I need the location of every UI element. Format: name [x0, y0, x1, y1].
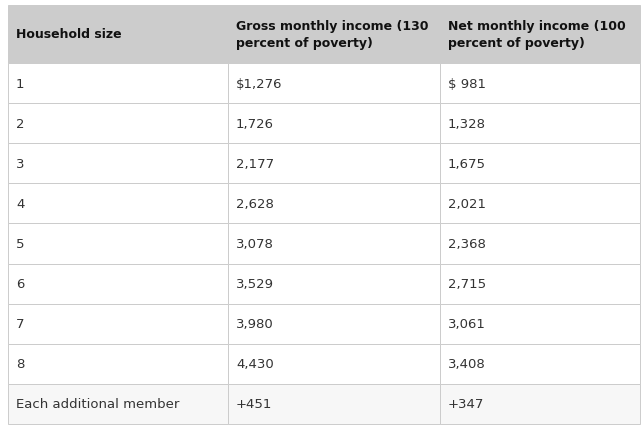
Text: 5: 5 — [16, 237, 24, 250]
Bar — [228, 304, 440, 344]
Text: 3: 3 — [16, 157, 24, 170]
Text: +451: +451 — [236, 397, 272, 411]
Text: $ 981: $ 981 — [448, 77, 486, 90]
Text: 1,675: 1,675 — [448, 157, 486, 170]
Bar — [440, 264, 640, 304]
Text: 2,628: 2,628 — [236, 197, 274, 210]
Bar — [228, 104, 440, 144]
Bar — [228, 264, 440, 304]
Bar — [440, 104, 640, 144]
Bar — [8, 344, 228, 384]
Bar — [440, 6, 640, 64]
Bar — [8, 264, 228, 304]
Bar — [440, 304, 640, 344]
Text: Each additional member: Each additional member — [16, 397, 180, 411]
Bar — [440, 144, 640, 184]
Bar — [8, 104, 228, 144]
Text: 3,980: 3,980 — [236, 317, 274, 330]
Bar — [8, 304, 228, 344]
Text: +347: +347 — [448, 397, 484, 411]
Text: 3,529: 3,529 — [236, 277, 274, 290]
Bar — [8, 144, 228, 184]
Text: 4,430: 4,430 — [236, 357, 274, 371]
Bar — [228, 6, 440, 64]
Text: 2,177: 2,177 — [236, 157, 274, 170]
Bar — [228, 144, 440, 184]
Text: $1,276: $1,276 — [236, 77, 283, 90]
Bar — [8, 224, 228, 264]
Text: 2,021: 2,021 — [448, 197, 486, 210]
Bar — [228, 384, 440, 424]
Bar — [8, 64, 228, 104]
Bar — [228, 64, 440, 104]
Text: Household size: Household size — [16, 28, 122, 41]
Bar — [228, 224, 440, 264]
Bar — [440, 224, 640, 264]
Text: 1,726: 1,726 — [236, 117, 274, 130]
Bar — [440, 64, 640, 104]
Text: 4: 4 — [16, 197, 24, 210]
Bar — [228, 344, 440, 384]
Text: 3,408: 3,408 — [448, 357, 486, 371]
Bar — [8, 6, 228, 64]
Text: 6: 6 — [16, 277, 24, 290]
Text: 2,368: 2,368 — [448, 237, 486, 250]
Text: 2: 2 — [16, 117, 24, 130]
Text: 1,328: 1,328 — [448, 117, 486, 130]
Bar — [440, 344, 640, 384]
Bar — [440, 384, 640, 424]
Bar — [8, 184, 228, 224]
Text: 3,078: 3,078 — [236, 237, 274, 250]
Bar — [228, 184, 440, 224]
Text: 7: 7 — [16, 317, 24, 330]
Bar — [8, 384, 228, 424]
Text: 3,061: 3,061 — [448, 317, 486, 330]
Text: Gross monthly income (130
percent of poverty): Gross monthly income (130 percent of pov… — [236, 20, 428, 50]
Text: Net monthly income (100
percent of poverty): Net monthly income (100 percent of pover… — [448, 20, 626, 50]
Bar — [440, 184, 640, 224]
Text: 2,715: 2,715 — [448, 277, 486, 290]
Text: 1: 1 — [16, 77, 24, 90]
Text: 8: 8 — [16, 357, 24, 371]
